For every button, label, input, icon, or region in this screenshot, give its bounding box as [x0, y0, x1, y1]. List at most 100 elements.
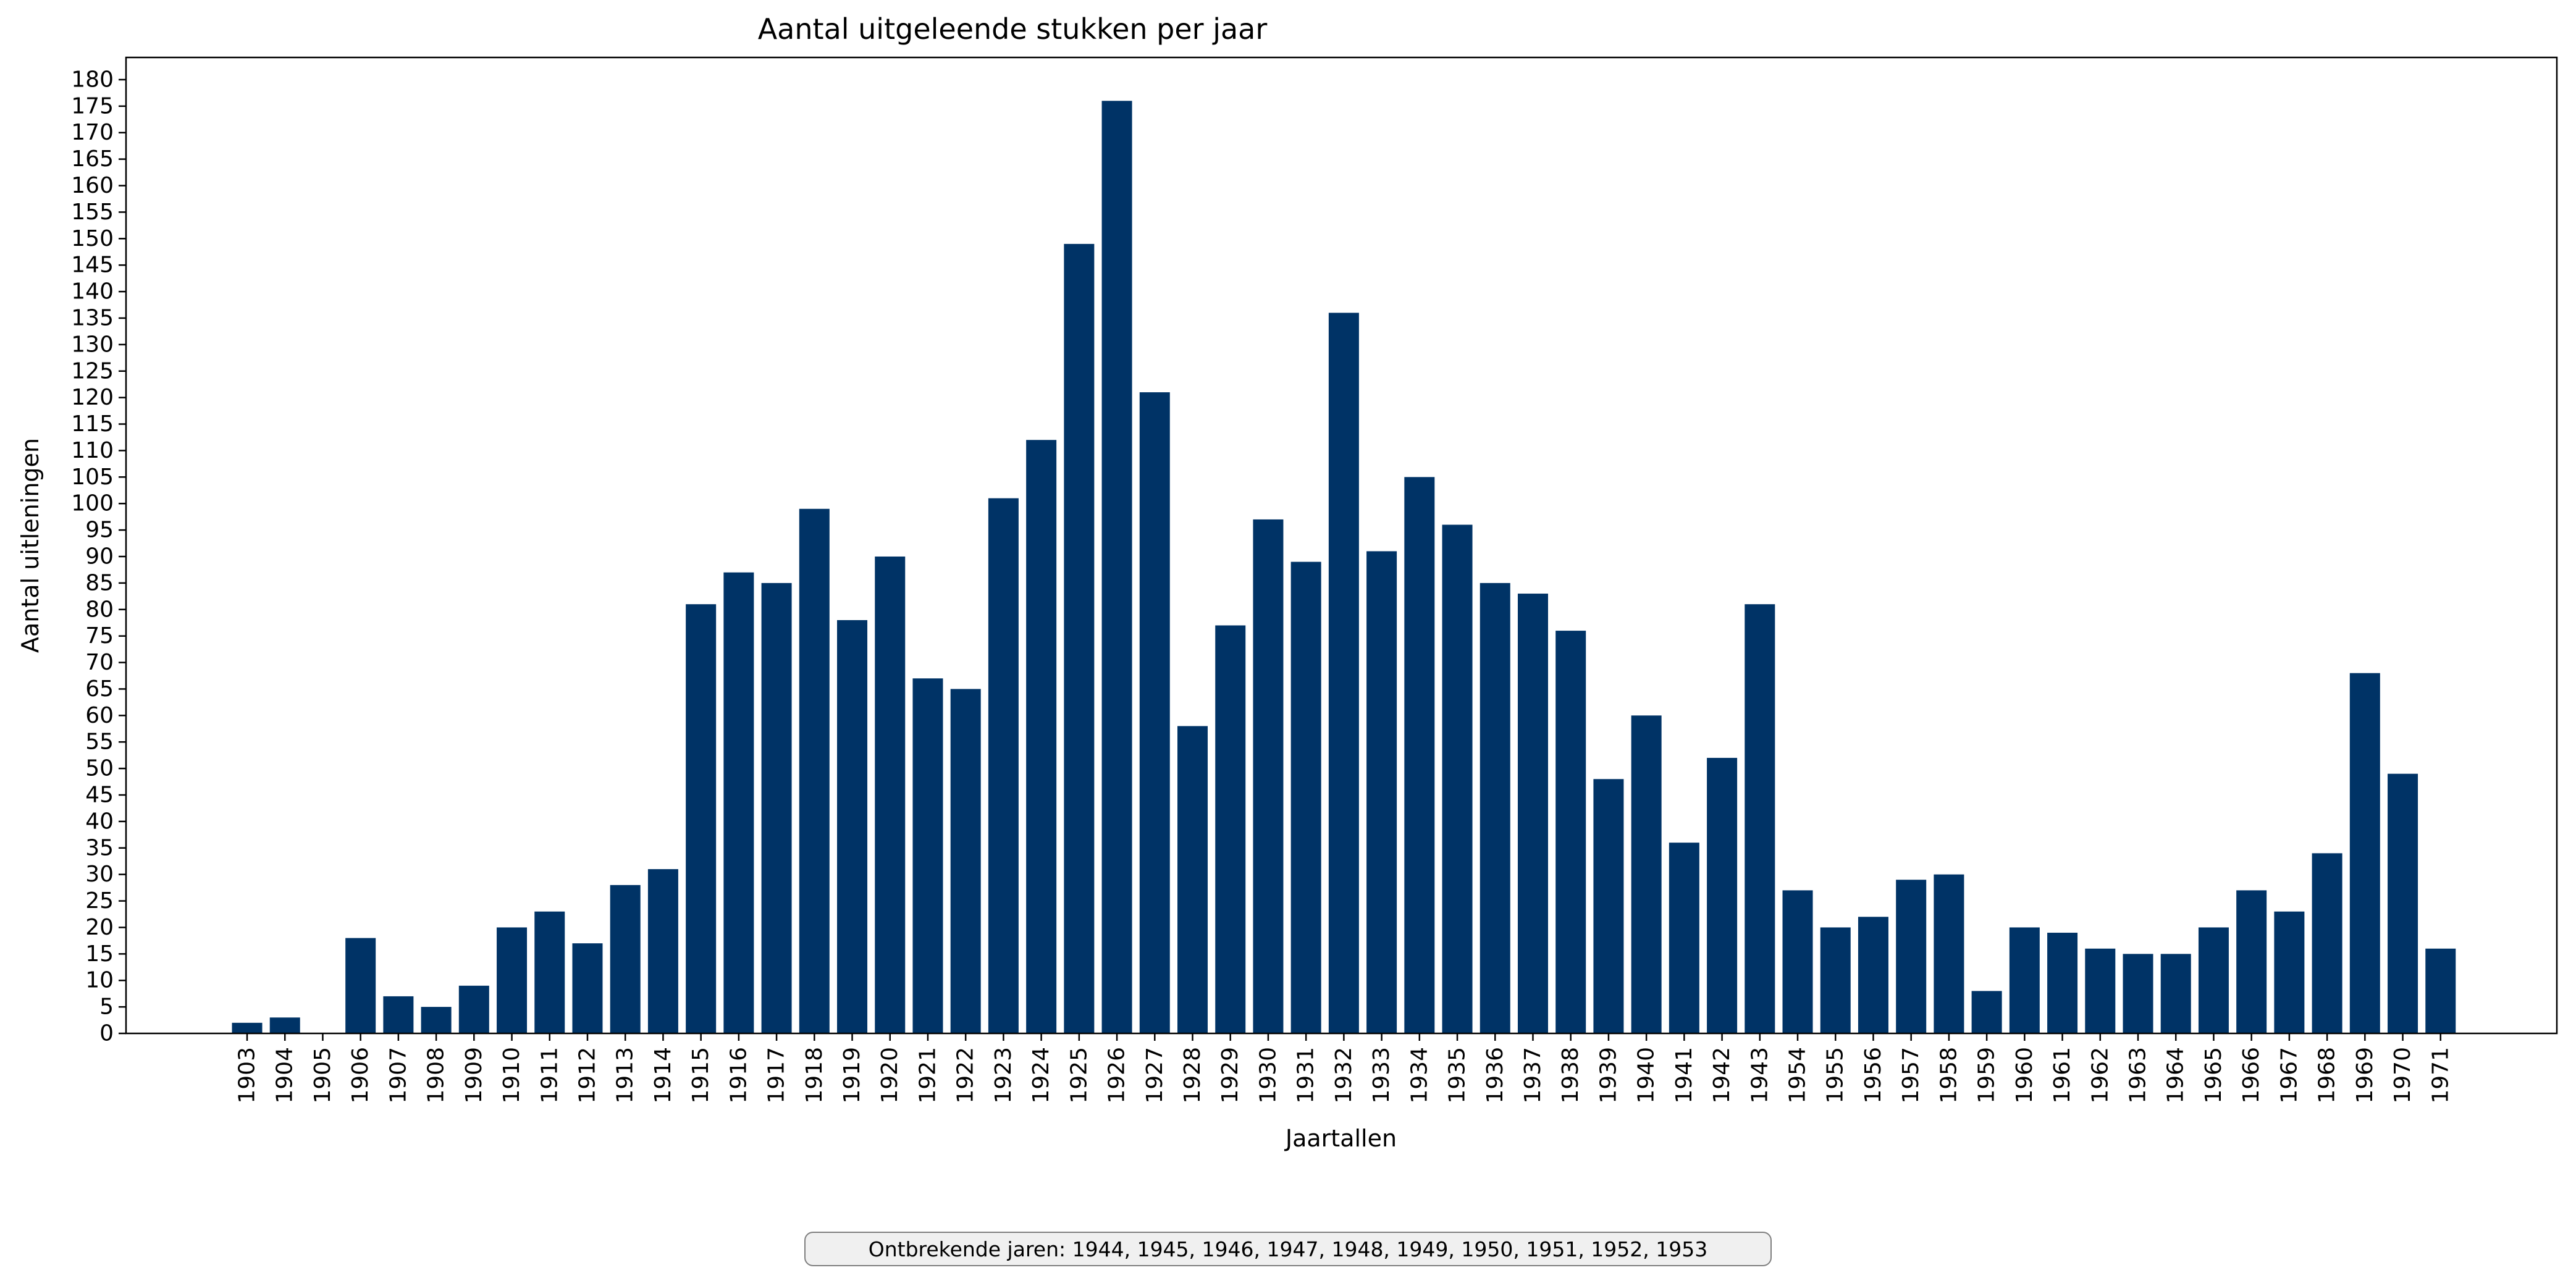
- bar-1968: [2312, 853, 2342, 1033]
- x-tick-label-1959: 1959: [1974, 1047, 2000, 1104]
- y-tick-label-105: 105: [71, 465, 114, 490]
- chart-title: Aantal uitgeleende stukken per jaar: [758, 12, 1268, 46]
- bar-1955: [1820, 927, 1851, 1033]
- x-tick-label-1905: 1905: [310, 1047, 335, 1104]
- x-tick-label-1934: 1934: [1407, 1047, 1432, 1104]
- y-tick-label-165: 165: [71, 146, 114, 172]
- x-tick-label-1921: 1921: [915, 1047, 940, 1104]
- bar-1971: [2425, 948, 2456, 1033]
- bar-1937: [1517, 594, 1548, 1033]
- bar-1907: [383, 996, 414, 1033]
- bar-1916: [723, 572, 754, 1033]
- x-tick-label-1942: 1942: [1709, 1047, 1735, 1104]
- x-tick-label-1966: 1966: [2239, 1047, 2264, 1104]
- x-tick-label-1940: 1940: [1634, 1047, 1659, 1104]
- x-tick-label-1918: 1918: [802, 1047, 827, 1104]
- x-tick-label-1957: 1957: [1898, 1047, 1924, 1104]
- bar-1960: [2009, 927, 2040, 1033]
- bar-1958: [1934, 874, 1964, 1033]
- y-tick-label-5: 5: [99, 994, 114, 1020]
- bar-1936: [1480, 582, 1510, 1033]
- x-tick-label-1907: 1907: [385, 1047, 411, 1104]
- x-tick-label-1923: 1923: [991, 1047, 1016, 1104]
- x-tick-label-1968: 1968: [2315, 1047, 2340, 1104]
- x-tick-label-1931: 1931: [1294, 1047, 1319, 1104]
- x-tick-label-1912: 1912: [575, 1047, 600, 1104]
- y-tick-label-40: 40: [85, 809, 114, 834]
- bar-1923: [988, 498, 1019, 1033]
- y-tick-label-15: 15: [85, 941, 114, 967]
- bar-1941: [1669, 843, 1699, 1033]
- y-tick-label-160: 160: [71, 173, 114, 198]
- x-tick-label-1915: 1915: [688, 1047, 713, 1104]
- y-tick-label-90: 90: [85, 544, 114, 569]
- bar-1906: [345, 938, 376, 1033]
- bar-1926: [1101, 101, 1132, 1033]
- bar-1929: [1215, 625, 1246, 1033]
- bar-1931: [1290, 561, 1321, 1033]
- bar-1921: [912, 678, 943, 1033]
- x-tick-label-1963: 1963: [2126, 1047, 2151, 1104]
- bar-1934: [1404, 477, 1435, 1033]
- y-tick-label-145: 145: [71, 253, 114, 278]
- bar-1927: [1139, 392, 1170, 1033]
- y-tick-label-35: 35: [85, 835, 114, 860]
- y-axis: 0510152025303540455055606570758085909510…: [71, 67, 126, 1046]
- y-tick-label-115: 115: [71, 411, 114, 437]
- bar-1957: [1896, 880, 1927, 1033]
- x-tick-label-1904: 1904: [272, 1047, 298, 1104]
- x-tick-label-1939: 1939: [1596, 1047, 1621, 1104]
- x-tick-label-1924: 1924: [1029, 1047, 1054, 1104]
- x-tick-label-1930: 1930: [1255, 1047, 1281, 1104]
- x-tick-label-1929: 1929: [1218, 1047, 1243, 1104]
- y-tick-label-180: 180: [71, 67, 114, 92]
- x-tick-label-1964: 1964: [2163, 1047, 2189, 1104]
- y-tick-label-120: 120: [71, 385, 114, 410]
- y-tick-label-45: 45: [85, 782, 114, 807]
- bar-1970: [2388, 773, 2418, 1033]
- y-tick-label-50: 50: [85, 756, 114, 781]
- y-tick-label-80: 80: [85, 597, 114, 622]
- bar-1930: [1253, 519, 1284, 1033]
- y-tick-label-150: 150: [71, 226, 114, 251]
- missing-years-note: Ontbrekende jaren: 1944, 1945, 1946, 194…: [804, 1232, 1772, 1266]
- y-tick-label-20: 20: [85, 915, 114, 940]
- bar-1914: [647, 869, 678, 1033]
- x-tick-label-1909: 1909: [461, 1047, 487, 1104]
- bar-1962: [2085, 948, 2116, 1033]
- y-tick-label-25: 25: [85, 888, 114, 914]
- bar-1965: [2198, 927, 2229, 1033]
- y-tick-label-130: 130: [71, 332, 114, 357]
- bar-1959: [1971, 991, 2002, 1033]
- y-tick-label-55: 55: [85, 729, 114, 755]
- x-tick-label-1967: 1967: [2276, 1047, 2302, 1104]
- x-tick-label-1960: 1960: [2012, 1047, 2037, 1104]
- bar-1939: [1593, 779, 1624, 1033]
- x-tick-label-1938: 1938: [1558, 1047, 1583, 1104]
- y-tick-label-140: 140: [71, 279, 114, 305]
- x-tick-label-1961: 1961: [2050, 1047, 2075, 1104]
- bar-1966: [2236, 890, 2267, 1033]
- bar-1967: [2274, 911, 2305, 1033]
- bar-1940: [1631, 715, 1662, 1033]
- bar-1908: [421, 1007, 452, 1033]
- y-tick-label-75: 75: [85, 623, 114, 649]
- x-tick-label-1941: 1941: [1672, 1047, 1697, 1104]
- x-tick-label-1928: 1928: [1180, 1047, 1205, 1104]
- y-tick-label-30: 30: [85, 862, 114, 887]
- y-tick-label-65: 65: [85, 676, 114, 702]
- bar-1917: [761, 582, 792, 1033]
- bar-1909: [458, 985, 489, 1033]
- bar-1915: [686, 604, 717, 1033]
- bar-1942: [1707, 757, 1738, 1033]
- x-tick-label-1925: 1925: [1066, 1047, 1092, 1104]
- y-tick-label-135: 135: [71, 305, 114, 330]
- bar-1919: [837, 620, 868, 1033]
- y-tick-label-60: 60: [85, 703, 114, 728]
- x-axis-label: Jaartallen: [1284, 1125, 1397, 1152]
- x-tick-label-1970: 1970: [2390, 1047, 2415, 1104]
- y-tick-label-95: 95: [85, 518, 114, 543]
- x-tick-label-1906: 1906: [348, 1047, 373, 1104]
- x-tick-label-1965: 1965: [2201, 1047, 2226, 1104]
- bar-1925: [1064, 243, 1095, 1033]
